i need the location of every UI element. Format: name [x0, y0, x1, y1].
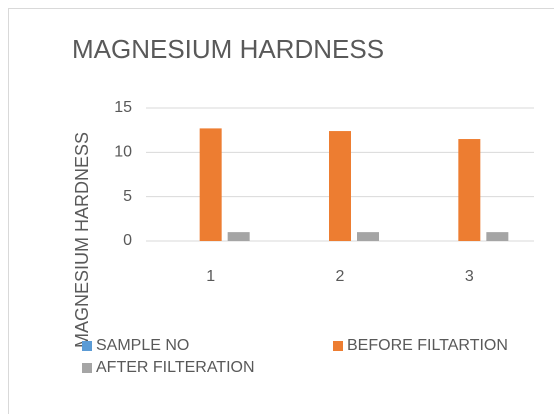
legend-swatch [82, 363, 92, 373]
x-tick-label: 1 [206, 268, 215, 285]
legend-label: SAMPLE NO [96, 337, 189, 354]
y-axis-label: MAGNESIUM HARDNESS [72, 132, 92, 348]
y-tick-label: 5 [123, 188, 132, 205]
legend-label: BEFORE FILTARTION [347, 337, 508, 354]
x-tick-label: 3 [465, 268, 474, 285]
bar [486, 232, 509, 241]
bar [329, 131, 351, 241]
legend-swatch [82, 341, 92, 351]
y-tick-label: 0 [123, 232, 132, 249]
y-tick-label: 15 [114, 99, 132, 116]
bar [357, 232, 379, 241]
chart-title: MAGNESIUM HARDNESS [72, 34, 384, 64]
legend-label: AFTER FILTERATION [96, 359, 255, 376]
bar [199, 128, 222, 241]
bar [458, 139, 481, 241]
x-tick-label: 2 [336, 268, 345, 285]
legend-swatch [333, 341, 343, 351]
y-tick-label: 10 [114, 144, 132, 161]
bar [227, 232, 250, 241]
